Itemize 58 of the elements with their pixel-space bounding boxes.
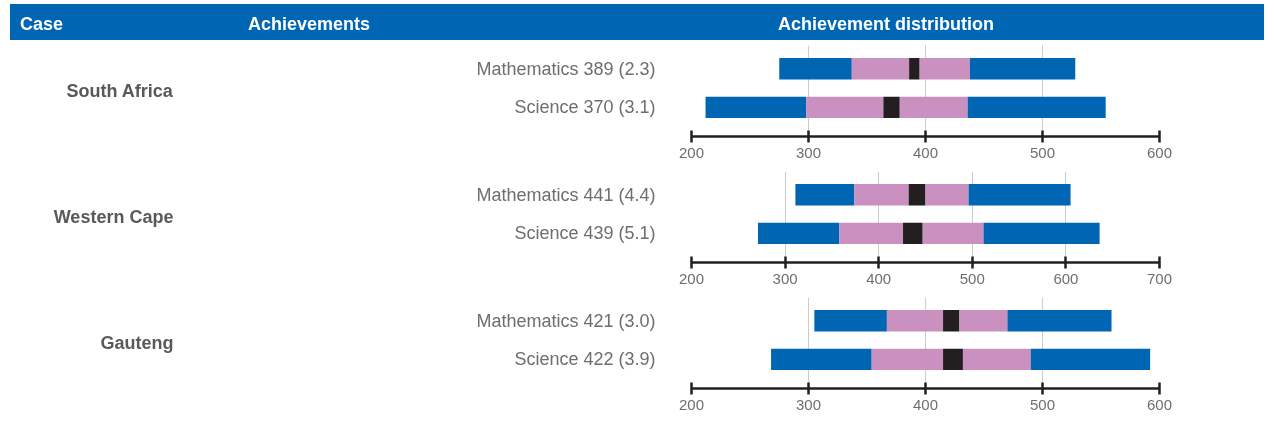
bar [903,222,923,245]
x-tick-label: 200 [678,269,705,287]
bar [909,58,920,80]
y-tick-label: Mathematics 421 (3.0) [476,310,656,331]
bar [771,348,872,371]
x-tick-label: 500 [959,269,985,287]
bar [851,58,910,80]
text: Achievements [248,13,371,36]
bar [806,96,884,119]
y-tick-label: Science 370 (3.1) [514,97,656,118]
bar [968,184,1071,206]
bar [871,348,944,371]
bar [919,58,970,80]
bar [959,310,1008,332]
bar [967,96,1106,119]
bar [839,222,904,245]
bar [925,184,969,206]
y-tick-label: Science 422 (3.9) [514,349,656,370]
bar [705,96,807,119]
bar [883,96,900,119]
text: Achievement distribution [778,13,995,36]
bar [908,184,926,206]
text: Case [20,13,64,36]
x-tick-label: 400 [912,395,939,413]
bar [854,184,909,206]
x-tick-label: 200 [678,395,705,413]
x-tick-label: 200 [678,143,705,161]
bar [943,348,963,371]
bar [969,58,1076,80]
x-tick-label: 500 [1029,143,1056,161]
bar [795,184,855,206]
x-tick-label: 400 [912,143,939,161]
bar [886,310,944,332]
x-tick-label: 700 [1146,269,1173,287]
x-tick-label: 300 [772,269,798,287]
bar [899,96,968,119]
bar [1030,348,1151,371]
x-tick-label: 600 [1146,143,1173,161]
x-tick-label: 600 [1146,395,1173,413]
x-tick-label: 400 [866,269,892,287]
bar [814,310,887,332]
y-axis-title: Western Cape [53,207,174,227]
bar [779,58,852,80]
y-axis-title: South Africa [66,81,174,101]
y-axis-title: Gauteng [100,333,174,353]
bar [1007,310,1112,332]
y-tick-label: Mathematics 441 (4.4) [476,184,656,205]
bar [983,222,1100,245]
bar [943,310,960,332]
y-tick-label: Science 439 (5.1) [514,223,656,244]
bar [962,348,1031,371]
x-tick-label: 300 [795,143,822,161]
y-tick-label: Mathematics 389 (2.3) [476,58,656,79]
bar [757,222,840,245]
bar [922,222,984,245]
x-tick-label: 600 [1053,269,1079,287]
x-tick-label: 500 [1029,395,1056,413]
x-tick-label: 300 [795,395,822,413]
